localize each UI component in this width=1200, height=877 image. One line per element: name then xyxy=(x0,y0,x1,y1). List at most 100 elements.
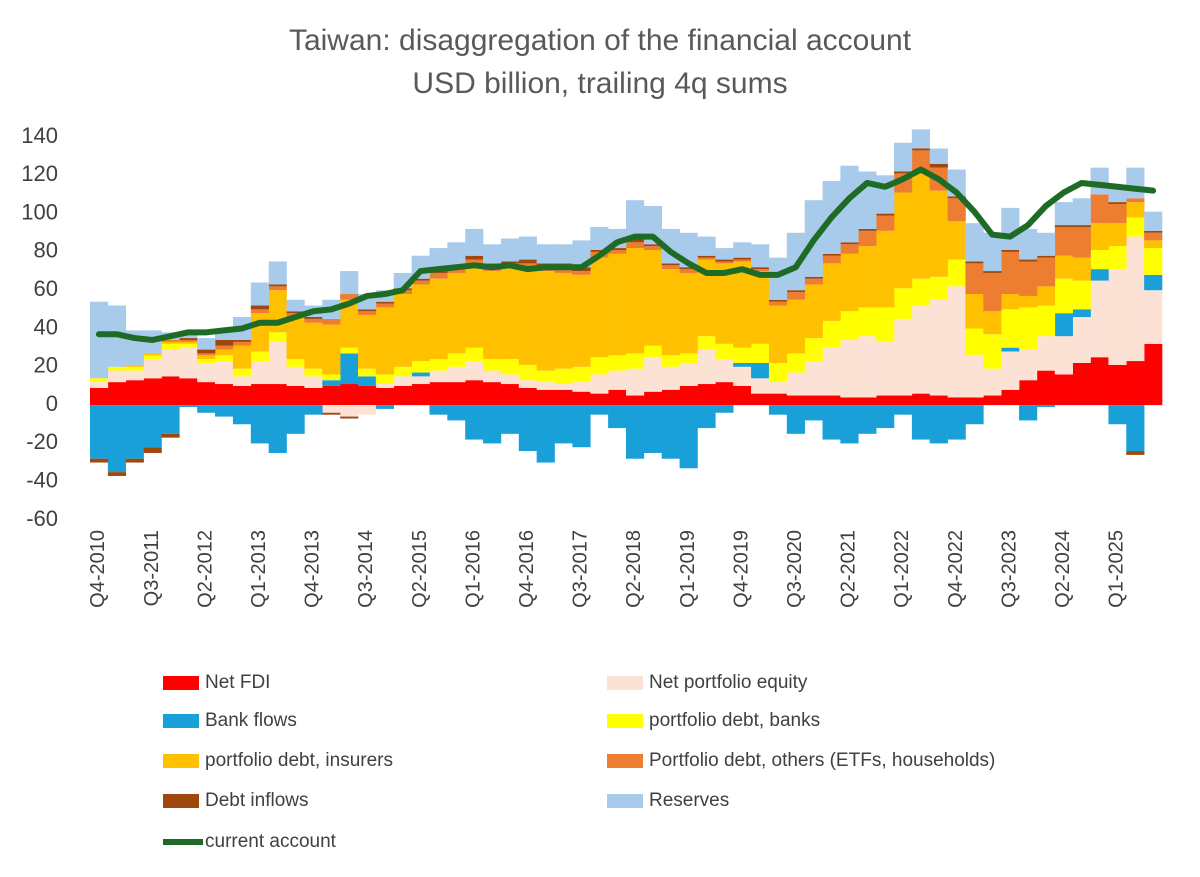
bar-segment xyxy=(929,405,948,444)
bar-segment xyxy=(411,284,430,362)
bar-segment xyxy=(268,290,287,333)
bar-segment xyxy=(822,255,841,264)
bar-segment xyxy=(250,309,269,314)
bar-segment xyxy=(929,276,948,300)
bar-segment xyxy=(518,405,537,452)
bar-segment xyxy=(1108,269,1127,365)
bar-segment xyxy=(358,385,377,406)
bar-segment xyxy=(375,405,395,409)
bar-segment xyxy=(179,339,198,342)
bar-segment xyxy=(858,307,877,337)
bar-segment xyxy=(518,364,537,381)
bar-segment xyxy=(268,332,287,342)
bar-segment xyxy=(840,397,859,406)
bar-segment xyxy=(608,389,627,406)
bar-segment xyxy=(500,405,520,434)
x-tick-label: Q1-2013 xyxy=(248,530,270,608)
bar-segment xyxy=(804,361,823,396)
bar-segment xyxy=(947,196,966,199)
bar-segment xyxy=(840,311,859,340)
y-tick-label: 80 xyxy=(34,238,58,263)
bar-segment xyxy=(911,393,931,406)
bar-segment xyxy=(1054,202,1073,226)
bar-segment xyxy=(107,405,127,473)
bar-segment xyxy=(733,257,752,260)
bar-segment xyxy=(465,405,484,440)
bar-segment xyxy=(590,249,609,252)
bar-segment xyxy=(1090,194,1109,224)
bar-segment xyxy=(840,253,859,312)
legend-swatch xyxy=(163,794,199,808)
bar-segment xyxy=(447,242,466,266)
bar-segment xyxy=(340,353,359,385)
bar-segment xyxy=(715,382,734,406)
legend-label: Portfolio debt, others (ETFs, households… xyxy=(649,750,995,771)
bar-segment xyxy=(215,355,234,362)
legend-label: Bank flows xyxy=(205,710,297,731)
x-tick-label: Q3-2023 xyxy=(998,530,1020,608)
legend-label: Reserves xyxy=(649,790,729,811)
legend-label: Debt inflows xyxy=(205,790,309,811)
bar-segment xyxy=(911,405,931,440)
y-tick-label: 100 xyxy=(21,199,58,224)
bar-segment xyxy=(215,405,234,417)
bar-segment xyxy=(894,395,913,406)
bar-segment xyxy=(411,278,430,281)
bar-segment xyxy=(304,318,323,323)
bar-segment xyxy=(500,267,520,360)
bar-segment xyxy=(322,374,341,381)
bar-segment xyxy=(161,405,180,434)
bar-segment xyxy=(250,384,269,406)
bar-segment xyxy=(375,303,395,308)
bar-segment xyxy=(375,387,395,406)
bar-segment xyxy=(232,385,252,406)
bar-segment xyxy=(143,447,162,453)
bar-segment xyxy=(465,228,484,256)
bar-segment xyxy=(840,244,859,254)
bar-segment xyxy=(358,405,377,415)
bar-segment xyxy=(983,232,1002,272)
x-tick-label: Q3-2017 xyxy=(570,530,592,608)
bar-segment xyxy=(876,213,895,216)
bar-segment xyxy=(429,272,448,279)
bar-segment xyxy=(983,311,1002,335)
bar-segment xyxy=(929,163,948,168)
bar-segment xyxy=(286,366,305,386)
legend-label: portfolio debt, insurers xyxy=(205,750,393,771)
bar-segment xyxy=(179,405,198,408)
bar-segment xyxy=(1126,167,1145,199)
bar-segment xyxy=(983,272,1002,312)
legend-swatch xyxy=(607,794,643,808)
bar-segment xyxy=(697,257,716,260)
x-tick-label: Q1-2019 xyxy=(677,530,699,608)
bar-segment xyxy=(215,384,234,406)
bar-segment xyxy=(643,246,663,250)
bar-segment xyxy=(697,349,716,385)
bar-segment xyxy=(1001,351,1020,390)
bar-segment xyxy=(304,322,323,369)
bar-segment xyxy=(1144,274,1163,291)
bar-segment xyxy=(286,359,305,367)
bar-segment xyxy=(840,165,859,243)
bar-segment xyxy=(304,387,323,406)
bar-segment xyxy=(411,372,430,377)
bar-segment xyxy=(1054,336,1073,375)
bar-segment xyxy=(894,288,913,319)
x-tick-label: Q3-2020 xyxy=(784,530,806,608)
bar-segment xyxy=(894,405,913,415)
bar-segment xyxy=(572,274,591,367)
bar-segment xyxy=(1072,309,1091,318)
bar-segment xyxy=(643,345,663,358)
bar-segment xyxy=(626,405,645,459)
bar-segment xyxy=(929,190,948,277)
bar-segment xyxy=(375,374,395,385)
bar-segment xyxy=(697,384,716,406)
bar-segment xyxy=(161,343,180,350)
bar-segment xyxy=(1001,347,1020,352)
bar-segment xyxy=(679,385,698,406)
bar-segment xyxy=(90,405,109,459)
bar-segment xyxy=(1036,286,1056,306)
bar-segment xyxy=(1144,290,1163,344)
bar-segment xyxy=(876,230,895,308)
bar-segment xyxy=(375,307,395,375)
